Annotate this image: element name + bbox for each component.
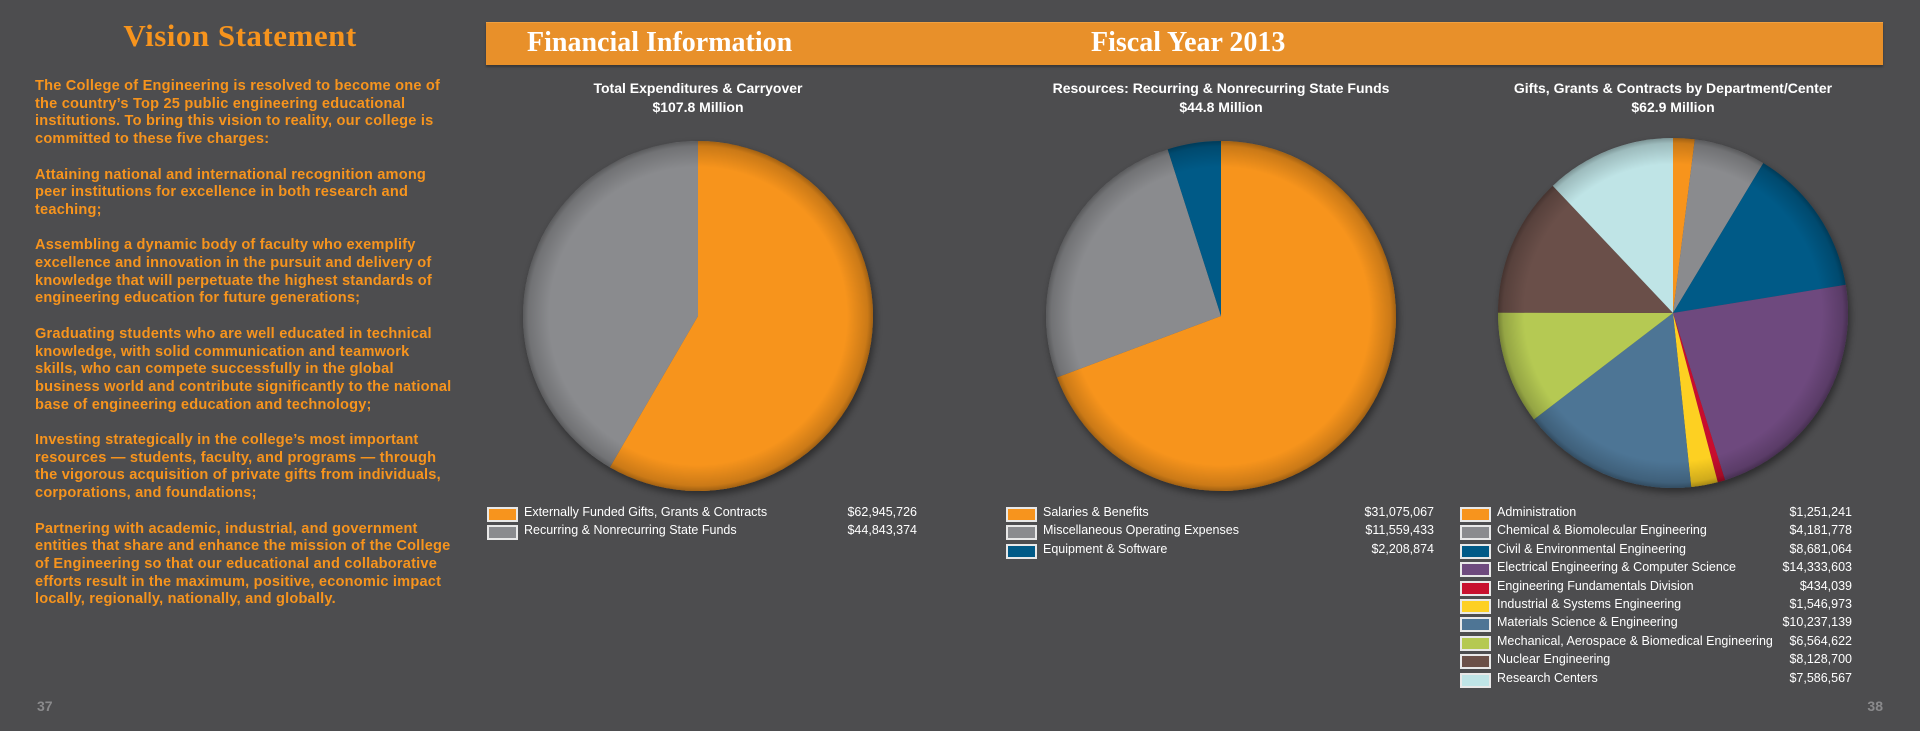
legend-item: Electrical Engineering & Computer Scienc… (1460, 560, 1852, 578)
chart-legend: Administration $1,251,241 Chemical & Biomo… (1460, 505, 1852, 689)
legend-item: Mechanical, Aerospace & Biomedical Engin… (1460, 634, 1852, 652)
legend-value: $8,128,700 (1789, 652, 1852, 667)
vision-paragraph: The College of Engineering is resolved t… (35, 78, 441, 148)
legend-label: Administration (1497, 505, 1577, 519)
legend-label: Recurring & Nonrecurring State Funds (524, 523, 737, 538)
legend-value: $7,586,567 (1789, 670, 1852, 685)
vision-title: Vision Statement (123, 18, 357, 53)
vision-paragraph: Investing strategically in the college’s… (35, 432, 441, 502)
banner-year: Fiscal Year 2013 (1091, 27, 1286, 58)
chart-title-text: Resources: Recurring & Nonrecurring Stat… (1052, 80, 1390, 96)
legend-value: $1,251,241 (1789, 505, 1852, 519)
legend-label: Nuclear Engineering (1497, 652, 1611, 667)
vision-body: The College of Engineering is resolved t… (35, 78, 455, 627)
legend-label: Equipment & Software (1043, 541, 1168, 556)
page-number-right: 38 (1867, 698, 1883, 714)
legend-item: Miscellaneous Operating Expenses $11,559,… (1006, 523, 1434, 541)
section-banner: Financial Information Fiscal Year 2013 (486, 22, 1883, 65)
chart-legend: Salaries & Benefits $31,075,067 Miscellane… (1006, 505, 1434, 560)
legend-swatch (1006, 507, 1037, 522)
legend-value: $62,945,726 (847, 505, 917, 519)
legend-value: $11,559,433 (1365, 523, 1434, 538)
chart-subtitle: $62.9 Million (1631, 99, 1715, 115)
legend-swatch (1460, 525, 1491, 541)
legend-label: Externally Funded Gifts, Grants & Contra… (524, 505, 768, 519)
legend-item: Industrial & Systems Engineering $1,546,9… (1460, 597, 1852, 615)
legend-item: Administration $1,251,241 (1460, 505, 1852, 523)
chart-title: Gifts, Grants & Contracts by Department/… (1453, 79, 1893, 117)
legend-value: $8,681,064 (1789, 541, 1852, 556)
legend-item: Research Centers $7,586,567 (1460, 671, 1852, 689)
vision-paragraph: Attaining national and international rec… (35, 166, 427, 218)
legend-label: Salaries & Benefits (1043, 505, 1149, 519)
legend-value: $6,564,622 (1789, 633, 1852, 648)
legend-value: $4,181,778 (1789, 523, 1852, 538)
chart-subtitle: $107.8 Million (652, 99, 744, 115)
pie-shading (1498, 138, 1848, 488)
legend-swatch (487, 525, 518, 541)
vision-paragraph: Graduating students who are well educate… (35, 325, 452, 413)
chart-title: Resources: Recurring & Nonrecurring Stat… (1001, 79, 1441, 117)
legend-label: Research Centers (1497, 670, 1598, 685)
chart-subtitle: $44.8 Million (1179, 99, 1263, 115)
legend-item: Equipment & Software $2,208,874 (1006, 542, 1434, 560)
legend-item: Recurring & Nonrecurring State Funds $44,… (487, 523, 917, 541)
legend-swatch (1006, 543, 1037, 559)
chart-title: Total Expenditures & Carryover $107.8 Mil… (478, 79, 918, 117)
legend-swatch (1460, 562, 1491, 578)
legend-item: Materials Science & Engineering $10,237,1… (1460, 615, 1852, 633)
legend-value: $434,039 (1799, 578, 1852, 593)
legend-swatch (1460, 654, 1491, 670)
legend-label: Industrial & Systems Engineering (1497, 596, 1682, 611)
page-number-left: 37 (37, 698, 53, 714)
legend-swatch (1460, 598, 1491, 614)
pie-shading (523, 141, 873, 491)
legend-item: Engineering Fundamentals Division $434,03… (1460, 579, 1852, 597)
legend-swatch (1006, 525, 1037, 541)
legend-item: Externally Funded Gifts, Grants & Contra… (487, 505, 917, 523)
chart-legend: Externally Funded Gifts, Grants & Contra… (487, 505, 917, 542)
legend-label: Miscellaneous Operating Expenses (1043, 523, 1239, 538)
pie-shading (1046, 141, 1396, 491)
legend-value: $10,237,139 (1782, 615, 1852, 630)
legend-item: Civil & Environmental Engineering $8,681,… (1460, 542, 1852, 560)
legend-label: Chemical & Biomolecular Engineering (1497, 523, 1707, 538)
pie-chart (523, 141, 873, 491)
legend-item: Salaries & Benefits $31,075,067 (1006, 505, 1434, 523)
vision-paragraph: Assembling a dynamic body of faculty who… (35, 237, 432, 307)
legend-swatch (1460, 617, 1491, 633)
legend-label: Civil & Environmental Engineering (1497, 541, 1686, 556)
legend-swatch (1460, 543, 1491, 559)
vision-paragraph: Partnering with academic, industrial, an… (35, 520, 451, 608)
legend-value: $1,546,973 (1789, 596, 1852, 611)
legend-label: Mechanical, Aerospace & Biomedical Engin… (1497, 633, 1773, 648)
legend-value: $31,075,067 (1364, 505, 1434, 519)
legend-swatch (1460, 635, 1491, 651)
legend-label: Materials Science & Engineering (1497, 615, 1678, 630)
legend-label: Electrical Engineering & Computer Scienc… (1497, 560, 1737, 575)
legend-value: $14,333,603 (1782, 560, 1852, 575)
legend-label: Engineering Fundamentals Division (1497, 578, 1694, 593)
legend-swatch (487, 507, 518, 522)
legend-swatch (1460, 580, 1491, 596)
chart-title-text: Gifts, Grants & Contracts by Department/… (1513, 80, 1833, 96)
legend-swatch (1460, 507, 1491, 522)
legend-item: Nuclear Engineering $8,128,700 (1460, 652, 1852, 670)
pie-chart (1498, 138, 1848, 488)
chart-title-text: Total Expenditures & Carryover (593, 80, 803, 96)
legend-item: Chemical & Biomolecular Engineering $4,18… (1460, 523, 1852, 541)
legend-value: $2,208,874 (1371, 541, 1434, 556)
legend-value: $44,843,374 (847, 523, 917, 538)
banner-title: Financial Information (527, 27, 793, 58)
legend-swatch (1460, 672, 1491, 688)
pie-chart (1046, 141, 1396, 491)
